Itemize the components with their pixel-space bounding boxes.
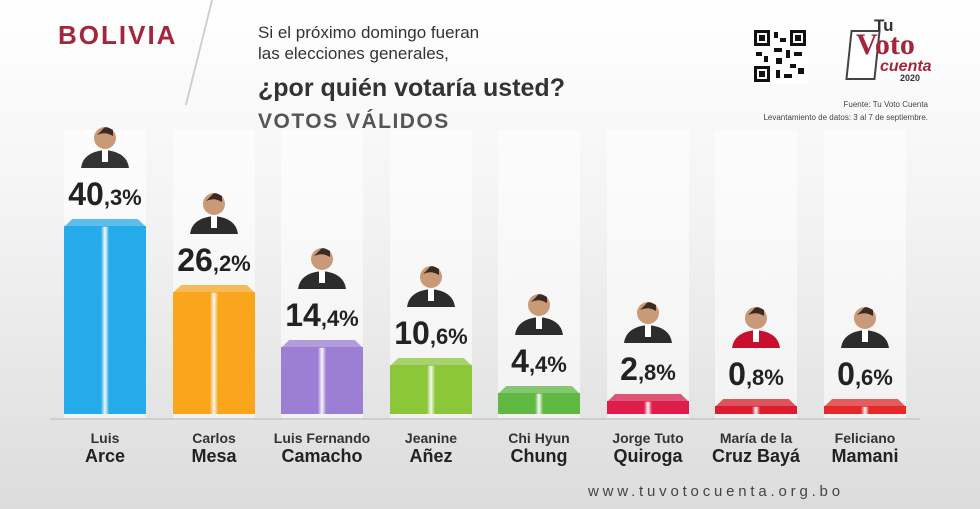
source-line-2: Levantamiento de datos: 3 al 7 de septie… [763,113,928,122]
candidate-first-name: Jorge Tuto [612,430,684,446]
qr-code-icon [752,28,808,84]
candidate-label: Jorge Tuto Quiroga [588,430,708,466]
bar-cap [64,219,146,227]
data-label: 0,8% [696,356,816,393]
data-label: 26,2% [154,242,274,279]
bar-cap [607,394,689,402]
tu-voto-cuenta-logo: Tu Voto cuenta 2020 [842,16,934,84]
bar-cap [824,399,906,407]
data-label: 0,6% [805,356,925,393]
question-line-2: las elecciones generales, [258,44,449,63]
data-label: 14,4% [262,297,382,334]
logo-cuenta: cuenta [880,58,932,75]
candidate-label: Carlos Mesa [154,430,274,466]
data-label: 40,3% [45,176,165,213]
data-label-int: 0 [728,356,746,392]
candidate-last-name: Quiroga [613,446,683,466]
question-line-1: Si el próximo domingo fueran [258,23,480,42]
candidate-last-name: Chung [510,446,568,466]
candidate-label: Luis Arce [45,430,165,466]
data-label-int: 40 [68,176,104,212]
candidate-last-name: Cruz Bayá [711,446,801,466]
candidate-last-name: Camacho [281,446,363,466]
data-label-dec: ,8% [637,360,676,385]
candidate-photo [292,243,352,289]
candidate-label: Feliciano Mamani [805,430,925,466]
candidate-label: Jeanine Añez [371,430,491,466]
country-title: BOLIVIA [58,20,178,50]
candidate-label: Luis Fernando Camacho [262,430,382,466]
data-label-int: 0 [837,356,855,392]
data-label-dec: ,8% [745,365,784,390]
chart-baseline [50,418,920,420]
column-background [498,130,580,420]
candidate-photo [618,297,678,343]
candidate-photo [184,188,244,234]
bar-cap [173,285,255,293]
candidate-label: Chi Hyun Chung [479,430,599,466]
logo-year: 2020 [900,73,921,83]
footer-url: www.tuvotocuenta.org.bo [588,483,844,500]
data-label-int: 26 [177,242,213,278]
candidate-photo [835,302,895,348]
bar-cap [715,399,797,407]
bar-cap [390,358,472,366]
bar [824,406,906,414]
bar [715,406,797,414]
header-divider [184,0,214,105]
bar [607,401,689,414]
data-label-int: 2 [620,351,638,387]
column-background [824,130,906,420]
data-label-int: 10 [394,315,430,351]
candidate-last-name: Mamani [831,446,899,466]
data-label-int: 4 [511,343,529,379]
data-label-dec: ,3% [103,185,142,210]
question-intro: Si el próximo domingo fueran las eleccio… [258,22,479,64]
candidate-photo [75,122,135,168]
data-label-dec: ,6% [429,324,468,349]
candidate-first-name: Feliciano [834,430,896,446]
candidate-last-name: Mesa [191,446,237,466]
candidate-first-name: Chi Hyun [508,430,570,446]
data-label-dec: ,2% [212,251,251,276]
candidate-label: María de la Cruz Bayá [696,430,816,466]
candidate-first-name: Carlos [192,430,236,446]
bar [498,393,580,414]
data-label-dec: ,6% [854,365,893,390]
candidate-photo [726,302,786,348]
logo-voto: Voto [856,28,915,61]
data-label-dec: ,4% [320,306,359,331]
bar [390,365,472,414]
column-background [607,130,689,420]
chart-subtitle: VOTOS VÁLIDOS [258,110,450,133]
bar [281,347,363,414]
candidate-first-name: María de la [719,430,793,446]
candidate-photo [509,289,569,335]
column-background [715,130,797,420]
data-label: 4,4% [479,343,599,380]
bar [64,226,146,414]
bar-cap [498,386,580,394]
data-label-dec: ,4% [528,352,567,377]
data-label: 2,8% [588,351,708,388]
candidate-photo [401,261,461,307]
question-main: ¿por quién votaría usted? [258,74,565,102]
source-note: Fuente: Tu Voto Cuenta Levantamiento de … [763,98,928,124]
candidate-last-name: Añez [409,446,453,466]
candidate-first-name: Jeanine [404,430,458,446]
logo-tu: Tu [874,16,894,35]
candidate-first-name: Luis Fernando [273,430,371,446]
data-label: 10,6% [371,315,491,352]
source-line-1: Fuente: Tu Voto Cuenta [843,100,928,109]
bar [173,292,255,414]
bar-cap [281,340,363,348]
data-label-int: 14 [285,297,321,333]
candidate-first-name: Luis [90,430,120,446]
candidate-last-name: Arce [84,446,126,466]
